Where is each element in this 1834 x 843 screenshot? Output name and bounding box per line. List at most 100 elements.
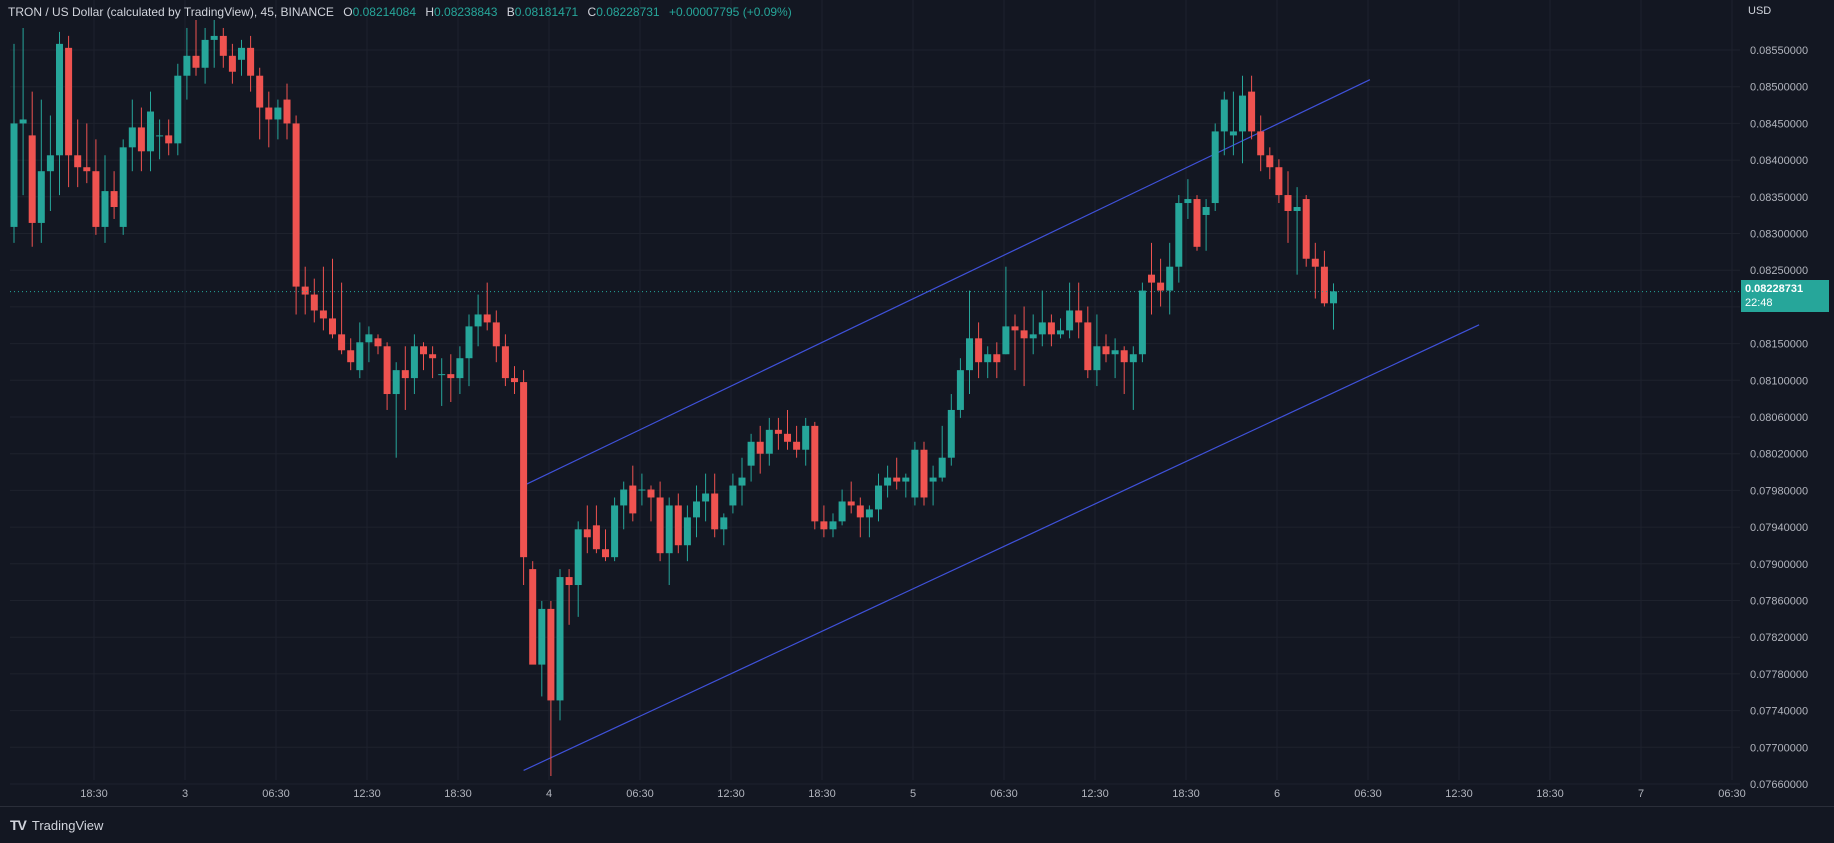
time-tick-label: 18:30 <box>444 788 472 800</box>
candle-body <box>210 35 218 40</box>
candle-body <box>1129 354 1137 363</box>
high-value: 0.08238843 <box>434 5 498 19</box>
time-tick-label: 06:30 <box>262 788 290 800</box>
candle <box>1047 314 1055 347</box>
candle-body <box>310 294 318 311</box>
candle <box>1129 346 1137 410</box>
candle-body <box>674 505 682 546</box>
candle-body <box>10 123 18 227</box>
candle <box>1066 282 1074 339</box>
candle-body <box>702 493 710 502</box>
candle <box>620 481 628 530</box>
candle <box>1166 242 1174 315</box>
candle <box>929 465 937 506</box>
candle-body <box>147 111 154 152</box>
candle-body <box>620 489 628 506</box>
candle-body <box>820 521 828 530</box>
candle-body <box>74 155 82 168</box>
candle-body <box>19 119 27 124</box>
candle <box>629 465 637 522</box>
candle-body <box>101 191 109 227</box>
candle-body <box>638 489 646 491</box>
candle-body <box>629 485 637 514</box>
price-tick-label: 0.08150000 <box>1750 339 1808 351</box>
candle <box>720 513 728 546</box>
candle <box>1084 306 1092 379</box>
candle-body <box>1011 326 1019 331</box>
candle <box>1220 91 1228 156</box>
price-tick-label: 0.07740000 <box>1750 706 1808 718</box>
candle-body <box>292 123 300 287</box>
candle-body <box>547 608 555 701</box>
candle <box>92 139 100 235</box>
candle-body <box>583 529 591 538</box>
candle-body <box>501 346 509 379</box>
price-tick-label: 0.07900000 <box>1750 559 1808 571</box>
bar-countdown: 22:48 <box>1745 297 1773 309</box>
candle-body <box>966 338 973 371</box>
candle <box>875 473 882 522</box>
candle <box>1302 195 1310 267</box>
candle <box>966 290 973 395</box>
tradingview-logo[interactable]: TV TradingView <box>10 817 103 833</box>
candle <box>793 425 801 458</box>
candle-body <box>1047 322 1055 335</box>
candle-body <box>1320 266 1328 304</box>
candle-body <box>847 501 855 506</box>
candle <box>1011 314 1019 371</box>
candle <box>401 346 409 410</box>
candle-body <box>410 346 418 379</box>
candle <box>238 39 245 76</box>
candle-body <box>256 75 264 108</box>
candle-body <box>884 477 892 486</box>
candle-body <box>28 135 36 223</box>
price-tick-label: 0.08350000 <box>1750 192 1808 204</box>
price-tick-label: 0.08450000 <box>1750 118 1808 130</box>
candle-body <box>993 354 1001 363</box>
candle <box>338 282 346 355</box>
candle <box>1002 266 1010 355</box>
candle <box>1157 258 1165 307</box>
candle <box>228 43 236 84</box>
candle-body <box>1084 322 1092 371</box>
candle <box>583 505 591 554</box>
candle-body <box>329 318 336 335</box>
candle <box>1111 338 1119 379</box>
candle <box>1175 195 1183 283</box>
candle <box>738 457 746 506</box>
candle <box>765 417 773 466</box>
time-tick-label: 18:30 <box>808 788 836 800</box>
candle-body <box>247 47 255 76</box>
candle-body <box>975 338 983 363</box>
time-tick-label: 06:30 <box>626 788 654 800</box>
candle <box>1239 75 1246 164</box>
candle <box>37 99 45 243</box>
candle-body <box>1157 282 1165 291</box>
grid-lines <box>10 0 1740 822</box>
candle-body <box>392 370 400 395</box>
candle <box>137 107 145 172</box>
candle <box>183 27 191 100</box>
candle <box>774 417 782 450</box>
channel-lower-line <box>523 324 1480 771</box>
candle <box>110 171 118 219</box>
candle <box>1257 115 1265 172</box>
candle <box>865 505 873 538</box>
candle <box>956 358 964 418</box>
candle <box>975 322 983 379</box>
candle-body <box>656 497 664 554</box>
candle <box>1320 250 1328 307</box>
price-tick-label: 0.07780000 <box>1750 669 1808 681</box>
candle-body <box>1138 290 1146 355</box>
price-tick-label: 0.08500000 <box>1750 82 1808 94</box>
candle <box>292 115 300 315</box>
candle-body <box>893 477 901 482</box>
candle-body <box>274 107 282 120</box>
symbol-title[interactable]: TRON / US Dollar (calculated by TradingV… <box>8 5 334 19</box>
candle-body <box>1175 203 1183 267</box>
symbol-legend[interactable]: TRON / US Dollar (calculated by TradingV… <box>8 5 792 19</box>
candle <box>1202 199 1210 251</box>
candle-body <box>347 350 355 363</box>
